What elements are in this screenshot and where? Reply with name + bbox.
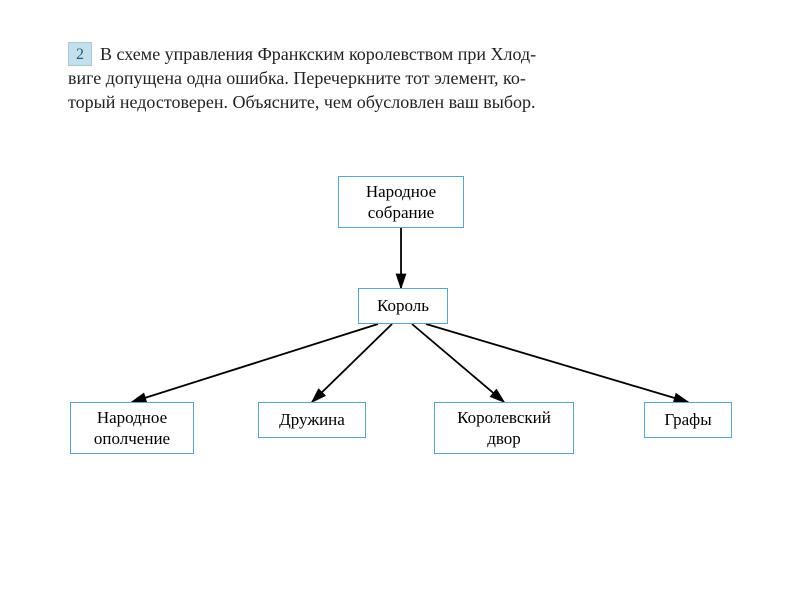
- q-line1: В схеме управления Франкским королевство…: [100, 44, 490, 64]
- node-b2: Дружина: [258, 402, 366, 438]
- edge-mid-b4: [426, 324, 688, 402]
- question-text: 2 В схеме управления Франкским королевств…: [68, 42, 740, 114]
- diagram-container: Народноесобрание Король Народноеополчение Д…: [0, 170, 800, 550]
- node-b4: Графы: [644, 402, 732, 438]
- q-hy1: Хлод-: [490, 44, 536, 64]
- edge-mid-b2: [312, 324, 392, 402]
- q-line2: виге допущена одна ошибка. Перечеркните …: [68, 68, 503, 88]
- node-b1: Народноеополчение: [70, 402, 194, 454]
- node-b3: Королевскийдвор: [434, 402, 574, 454]
- q-hy2: ко-: [503, 68, 526, 88]
- question-number-badge: 2: [68, 42, 92, 66]
- node-mid: Король: [358, 288, 448, 324]
- q-line3: торый недостоверен. Объясните, чем обусл…: [68, 92, 535, 112]
- question-block: 2 В схеме управления Франкским королевств…: [68, 42, 740, 114]
- edge-mid-b3: [412, 324, 504, 402]
- edge-mid-b1: [132, 324, 378, 402]
- node-top: Народноесобрание: [338, 176, 464, 228]
